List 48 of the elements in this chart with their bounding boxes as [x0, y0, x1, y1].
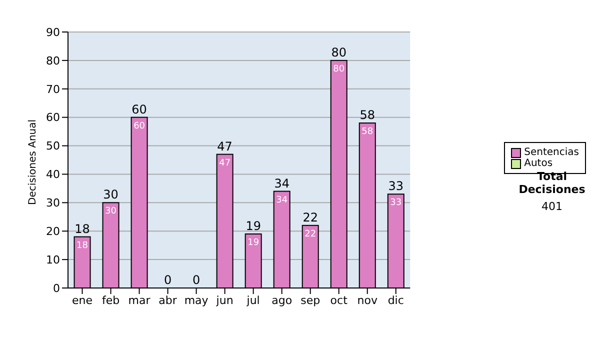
y-tick-label: 40	[46, 168, 60, 182]
data-label: 33	[390, 198, 402, 208]
y-tick-label: 50	[46, 140, 60, 153]
y-tick-label: 30	[46, 196, 60, 210]
y-tick-label: 80	[46, 54, 60, 68]
x-tick-label: jul	[246, 294, 260, 307]
y-tick-label: 70	[46, 82, 60, 96]
y-tick-label: 10	[46, 253, 60, 266]
data-label: 60	[134, 121, 146, 132]
data-label: 80	[333, 64, 345, 74]
data-label: 22	[304, 229, 316, 240]
x-tick-label: mar	[128, 294, 151, 307]
total-label: 60	[132, 102, 147, 116]
x-tick-label: oct	[330, 294, 348, 307]
total-label: 33	[388, 179, 404, 194]
x-tick-label: abr	[158, 294, 178, 307]
x-tick-label: nov	[357, 294, 378, 307]
total-label: 0	[164, 273, 172, 287]
total-label: 19	[246, 218, 261, 233]
total-label: 30	[103, 188, 118, 202]
total-label: 0	[192, 273, 200, 287]
data-label: 58	[362, 127, 374, 138]
total-label: 22	[302, 210, 318, 224]
x-tick-label: feb	[102, 294, 120, 307]
y-tick-label: 60	[46, 111, 60, 124]
data-label: 47	[219, 158, 231, 168]
text: 401	[540, 200, 564, 213]
x-tick-label: dic	[388, 294, 404, 307]
x-tick-label: ago	[272, 294, 292, 307]
data-label: 30	[105, 206, 117, 217]
x-tick-label: ene	[72, 294, 93, 307]
y-tick-label: 90	[46, 26, 60, 39]
y-axis-title: Decisiones Anual	[28, 119, 39, 205]
total-label: 18	[74, 222, 90, 236]
data-label: 34	[276, 195, 288, 206]
y-tick-label: 20	[46, 225, 60, 238]
total-label: 58	[360, 108, 376, 122]
data-label: 18	[76, 240, 88, 251]
total-label: 34	[274, 176, 290, 190]
x-tick-label: sep	[300, 294, 320, 307]
total-label: 80	[331, 45, 347, 60]
x-tick-label: jun	[215, 294, 234, 307]
x-tick-label: may	[184, 294, 209, 307]
legend-label: Autos	[524, 158, 553, 169]
legend-label: Sentencias	[524, 147, 579, 158]
total-label: 47	[217, 139, 232, 154]
data-label: 19	[248, 238, 260, 248]
y-tick-label: 0	[53, 282, 60, 295]
